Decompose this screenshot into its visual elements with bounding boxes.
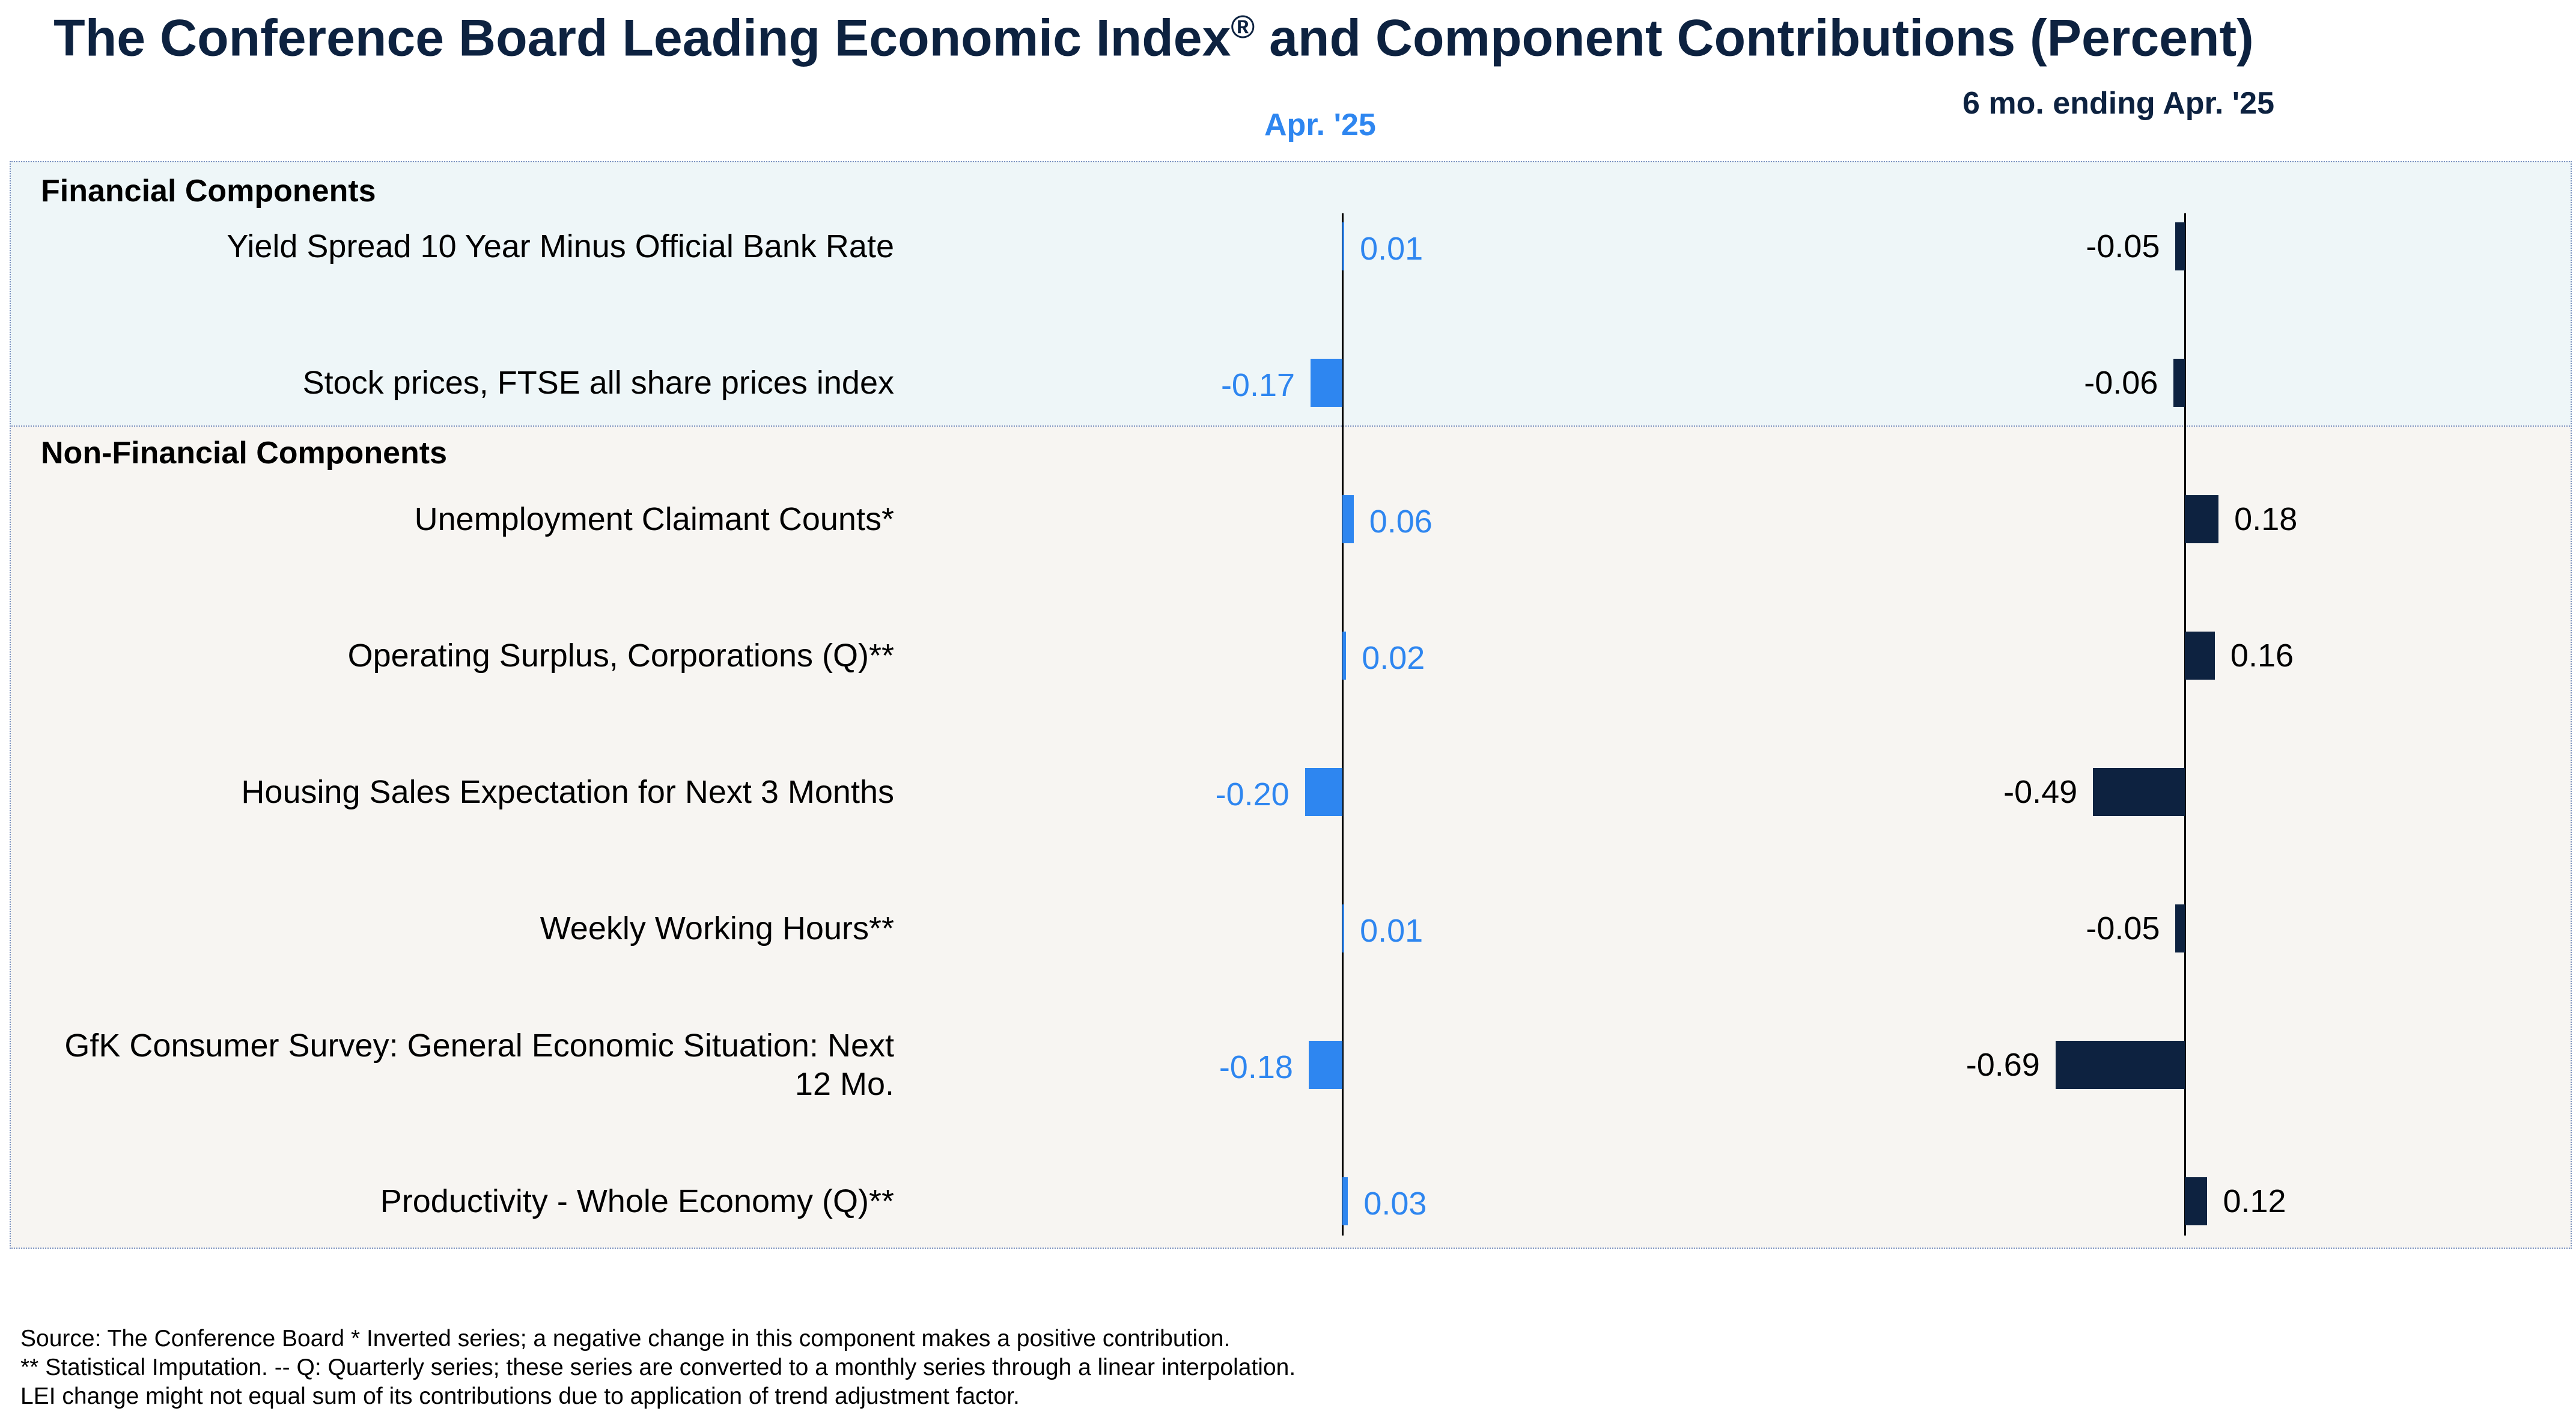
category-label: Productivity - Whole Economy (Q)** <box>380 1183 894 1219</box>
title-tail: and Component Contributions (Percent) <box>1255 9 2254 67</box>
footnote-source: Source: The Conference Board * Inverted … <box>20 1326 1231 1352</box>
footnote-imputation: ** Statistical Imputation. -- Q: Quarter… <box>20 1355 1296 1380</box>
monthly-bar <box>1342 1177 1348 1225</box>
footnotes: Source: The Conference Board * Inverted … <box>20 1324 1296 1411</box>
category-label: Stock prices, FTSE all share prices inde… <box>302 365 894 401</box>
title-main: The Conference Board Leading Economic In… <box>53 9 1231 67</box>
six-month-value-label: -0.05 <box>2086 228 2160 264</box>
monthly-bar <box>1308 1041 1342 1089</box>
category-label: Yield Spread 10 Year Minus Official Bank… <box>227 228 894 264</box>
monthly-bar <box>1342 904 1345 952</box>
registered-mark: ® <box>1231 9 1255 45</box>
monthly-value-label: 0.03 <box>1363 1186 1427 1222</box>
six-month-value-label: 0.18 <box>2234 501 2298 537</box>
six-month-value-label: -0.49 <box>2003 774 2078 810</box>
category-label: Unemployment Claimant Counts* <box>414 501 894 537</box>
six-month-value-label: -0.05 <box>2086 910 2160 946</box>
chart-title: The Conference Board Leading Economic In… <box>0 8 2307 69</box>
six-month-column-header: 6 mo. ending Apr. '25 <box>1962 86 2274 121</box>
six-month-bar <box>2173 359 2185 407</box>
monthly-value-label: -0.17 <box>1220 367 1296 403</box>
six-month-bar <box>2055 1041 2185 1089</box>
monthly-value-label: -0.18 <box>1219 1049 1293 1085</box>
footnote-adjustment: LEI change might not equal sum of its co… <box>20 1383 1020 1409</box>
monthly-bar <box>1342 222 1345 270</box>
six-month-value-label: 0.12 <box>2223 1183 2286 1219</box>
non-financial-panel: Non-Financial Components <box>10 425 2572 1249</box>
monthly-bar <box>1310 359 1342 407</box>
six-month-bar <box>2185 1177 2208 1225</box>
six-month-bar <box>2175 904 2185 952</box>
six-month-zero-axis <box>2184 213 2186 1236</box>
monthly-value-label: 0.02 <box>1362 640 1425 676</box>
monthly-bar <box>1342 632 1347 680</box>
monthly-value-label: 0.01 <box>1360 231 1423 267</box>
financial-panel: Financial Components <box>10 161 2572 427</box>
six-month-value-label: -0.69 <box>1965 1047 2040 1083</box>
category-label: GfK Consumer Survey: General Economic Si… <box>64 1028 894 1102</box>
category-label: Weekly Working Hours** <box>540 910 894 946</box>
monthly-bar <box>1305 768 1342 816</box>
six-month-value-label: 0.16 <box>2230 638 2294 674</box>
monthly-bar <box>1342 495 1354 543</box>
six-month-bar <box>2185 495 2219 543</box>
monthly-column-header: Apr. '25 <box>1264 108 1376 142</box>
category-label: Operating Surplus, Corporations (Q)** <box>347 638 894 674</box>
financial-section-title: Financial Components <box>41 174 376 209</box>
category-label: Housing Sales Expectation for Next 3 Mon… <box>241 774 894 810</box>
non-financial-section-title: Non-Financial Components <box>41 436 447 471</box>
monthly-value-label: 0.01 <box>1360 913 1423 949</box>
six-month-bar <box>2185 632 2215 680</box>
monthly-zero-axis <box>1342 213 1344 1236</box>
six-month-value-label: -0.06 <box>2084 365 2158 401</box>
monthly-value-label: 0.06 <box>1369 504 1433 540</box>
monthly-value-label: -0.20 <box>1215 776 1290 812</box>
six-month-bar <box>2175 222 2185 270</box>
six-month-bar <box>2093 768 2185 816</box>
